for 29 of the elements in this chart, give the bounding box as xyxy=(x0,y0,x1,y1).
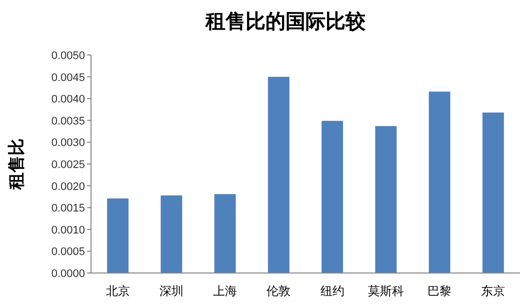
y-tick-label: 0.0025 xyxy=(51,159,85,171)
y-tick-label: 0.0005 xyxy=(51,246,85,258)
bar xyxy=(268,76,290,273)
y-tick-label: 0.0040 xyxy=(51,94,85,106)
y-tick-label: 0.0015 xyxy=(51,202,85,215)
bar xyxy=(322,120,344,273)
y-tick-label: 0.0035 xyxy=(51,115,85,128)
y-tick-label: 0.0045 xyxy=(51,72,85,84)
y-tick-label: 0.0030 xyxy=(51,137,85,150)
x-tick-label: 纽约 xyxy=(320,284,344,298)
y-tick-label: 0.0010 xyxy=(51,224,85,236)
y-axis-title: 租售比 xyxy=(7,138,26,190)
y-tick-label: 0.0020 xyxy=(51,180,85,193)
bar xyxy=(214,194,236,273)
x-tick-label: 巴黎 xyxy=(428,284,452,298)
x-tick-label: 深圳 xyxy=(159,284,184,298)
x-tick-label: 伦敦 xyxy=(266,284,291,298)
chart-title: 租售比的国际比较 xyxy=(204,11,366,33)
y-tick-label: 0.0000 xyxy=(51,268,85,280)
bar xyxy=(160,195,182,273)
bar xyxy=(482,112,504,273)
y-tick-label: 0.0050 xyxy=(51,50,85,62)
x-tick-label: 上海 xyxy=(213,284,238,298)
bar xyxy=(428,92,450,273)
x-tick-label: 莫斯科 xyxy=(368,284,404,298)
bar xyxy=(107,198,129,273)
bar xyxy=(375,126,397,273)
x-tick-label: 北京 xyxy=(106,284,130,298)
x-tick-label: 东京 xyxy=(481,284,506,298)
